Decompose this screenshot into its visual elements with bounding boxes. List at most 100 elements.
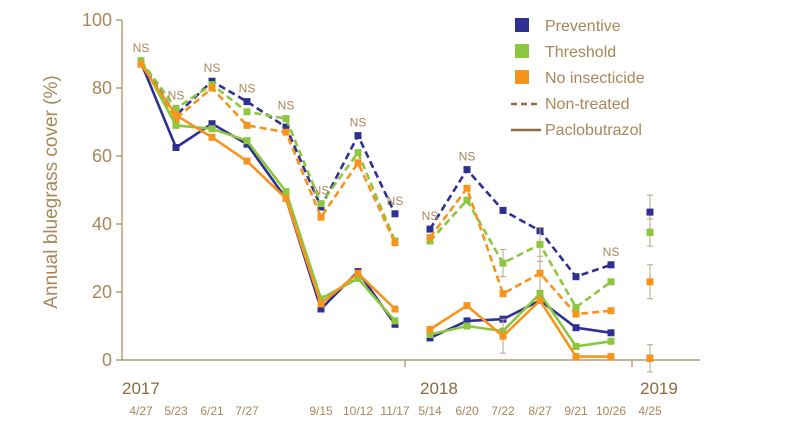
- legend-swatch-no-insecticide: [515, 70, 529, 84]
- series-no-insecticide-non-treated: [137, 60, 654, 318]
- legend-label-threshold: Threshold: [545, 44, 616, 61]
- ns-label: NS: [387, 194, 404, 208]
- data-point: [243, 98, 251, 106]
- ns-label: NS: [133, 41, 150, 55]
- data-point: [391, 305, 399, 313]
- y-tick-label-20: 20: [92, 282, 112, 302]
- data-point: [172, 144, 180, 151]
- data-point: [499, 259, 507, 267]
- data-point: [607, 329, 615, 337]
- data-point: [208, 125, 216, 133]
- y-tick-label-80: 80: [92, 78, 112, 98]
- data-point: [282, 123, 290, 131]
- data-point: [607, 307, 615, 315]
- data-point: [426, 225, 434, 233]
- data-point: [391, 317, 399, 325]
- date-label-7-27: 7/27: [235, 404, 259, 418]
- x-labels: 2017 2018 2019 4/27 5/23 6/21 7/27 9/15 10/12 11/…: [122, 379, 678, 418]
- data-point: [208, 120, 216, 128]
- date-label-6-21: 6/21: [200, 404, 224, 418]
- legend-label-no-insecticide: No insecticide: [545, 70, 645, 87]
- data-point: [463, 317, 471, 325]
- data-point: [463, 322, 471, 330]
- ns-label: NS: [313, 184, 330, 198]
- data-point: [536, 297, 544, 304]
- series-line-segment-1: [429, 198, 612, 309]
- year-label-2018: 2018: [420, 379, 458, 398]
- data-point: [243, 121, 251, 129]
- date-label-4-25: 4/25: [638, 404, 662, 418]
- data-point: [607, 337, 615, 345]
- data-point: [572, 353, 580, 361]
- data-point: [282, 128, 290, 136]
- data-point: [317, 305, 325, 313]
- y-tick-label-100: 100: [82, 10, 112, 30]
- date-label-6-20: 6/20: [455, 404, 479, 418]
- year-label-2017: 2017: [122, 379, 160, 398]
- series-line-segment-1: [429, 299, 612, 340]
- data-point: [354, 274, 362, 282]
- series-line-segment-1: [429, 292, 612, 348]
- series-line-segment-0: [139, 63, 396, 310]
- data-point: [536, 240, 544, 248]
- data-point: [572, 303, 580, 311]
- ns-label: NS: [459, 150, 476, 164]
- date-label-8-27: 8/27: [528, 404, 552, 418]
- series-line-segment-0: [139, 60, 397, 242]
- series-no-insecticide-paclobutrazol: [137, 60, 654, 362]
- legend-swatch-preventive: [515, 18, 529, 32]
- data-point: [572, 324, 580, 332]
- data-point: [391, 239, 399, 247]
- ns-label: NS: [422, 209, 439, 223]
- data-point: [607, 278, 615, 286]
- ns-label: NS: [204, 61, 221, 75]
- data-point: [426, 331, 434, 338]
- data-point: [536, 290, 544, 298]
- series-line-segment-1: [429, 299, 611, 358]
- date-label-4-27: 4/27: [129, 404, 153, 418]
- data-point: [646, 229, 654, 236]
- data-point: [607, 261, 615, 269]
- data-point: [317, 200, 325, 208]
- date-label-5-14: 5/14: [418, 404, 442, 418]
- legend-label-preventive: Preventive: [545, 18, 621, 35]
- data-point: [607, 353, 615, 361]
- data-point: [572, 273, 580, 281]
- data-point: [208, 133, 216, 141]
- series: [137, 57, 654, 373]
- date-label-7-22: 7/22: [491, 404, 515, 418]
- data-point: [317, 295, 325, 303]
- date-label-10-12: 10/12: [343, 404, 373, 418]
- data-point: [282, 188, 290, 196]
- data-point: [243, 157, 251, 165]
- legend: Preventive Threshold No insecticide Non-tre…: [511, 18, 645, 139]
- data-point: [137, 60, 145, 68]
- date-label-10-26: 10/26: [596, 404, 626, 418]
- ns-label: NS: [239, 82, 256, 96]
- data-point: [243, 108, 251, 116]
- y-ticks: 0 20 40 60 80 100: [82, 10, 122, 370]
- data-point: [282, 115, 290, 123]
- legend-label-paclobutrazol: Paclobutrazol: [545, 122, 642, 139]
- data-point: [499, 206, 507, 214]
- ns-label: NS: [350, 116, 367, 130]
- data-point: [463, 302, 471, 310]
- data-point: [354, 269, 362, 277]
- data-point: [172, 121, 180, 129]
- date-label-9-21: 9/21: [564, 404, 588, 418]
- data-point: [426, 234, 434, 242]
- data-point: [354, 149, 362, 157]
- ns-labels: NS NS NS NS NS NS NS NS NS NS NS: [133, 41, 620, 259]
- date-label-5-23: 5/23: [164, 404, 188, 418]
- ns-label: NS: [603, 245, 620, 259]
- data-point: [243, 137, 251, 145]
- data-point: [208, 84, 216, 92]
- y-axis-label: Annual bluegrass cover (%): [41, 75, 62, 308]
- data-point: [282, 195, 290, 202]
- data-point: [536, 269, 544, 277]
- ns-label: NS: [168, 88, 185, 102]
- ns-label: NS: [278, 99, 295, 113]
- data-point: [391, 210, 399, 218]
- series-line-segment-0: [139, 63, 397, 244]
